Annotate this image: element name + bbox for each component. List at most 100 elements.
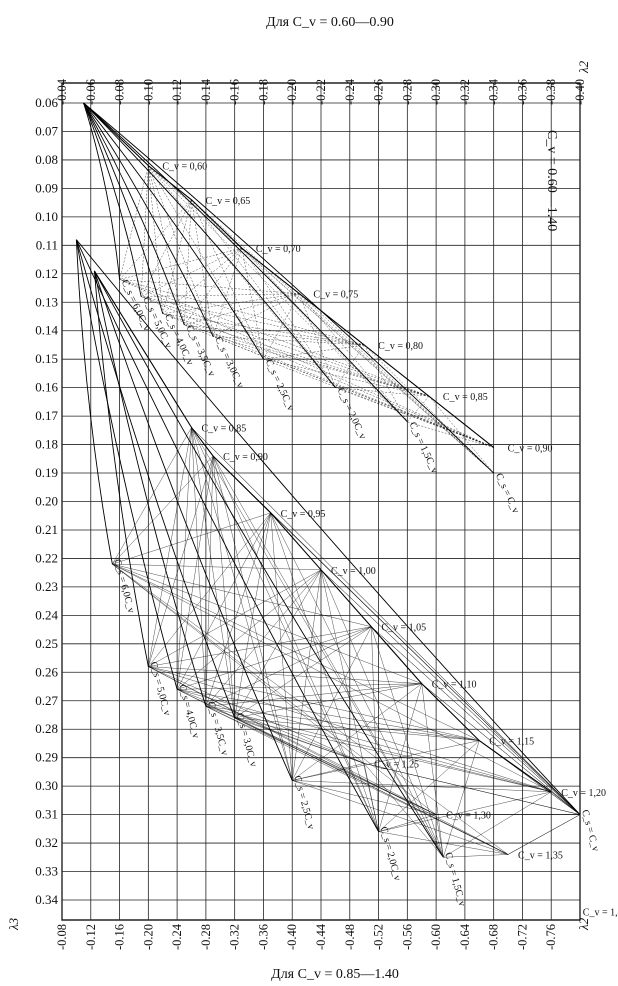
cv-label-upper: C_v = 0,75	[313, 290, 358, 301]
y-tick-label: 0.15	[35, 351, 58, 366]
cv-label-lower: C_v = 1,25	[374, 759, 419, 770]
hatch-line-upper	[148, 165, 264, 360]
top-title: Для C_v = 0.60—0.90	[266, 15, 394, 30]
hatch-line-upper	[212, 248, 243, 337]
hatch-line-lower	[292, 569, 322, 781]
hatch-line-upper	[141, 296, 365, 346]
right-range-label: C_v = 0.60—1.40	[544, 130, 559, 231]
hatch-line-upper	[140, 165, 149, 297]
cs-curve-lower	[75, 239, 379, 832]
hatch-line-lower	[205, 706, 480, 741]
hatch-line-lower	[378, 831, 509, 855]
hatch-line-lower	[443, 791, 552, 858]
hatch-line-lower	[177, 683, 422, 690]
cv-label-upper: C_v = 0,90	[508, 443, 553, 454]
y-tick-label: 0.08	[35, 152, 58, 167]
x-bottom-tick-label: -0.20	[141, 924, 155, 950]
x-top-tick-label: -0.36	[515, 79, 529, 105]
hatch-line-lower	[112, 512, 271, 565]
hatch-line-lower	[212, 455, 379, 832]
hatch-line-upper	[162, 313, 365, 346]
hatch-line-lower	[205, 706, 552, 793]
x-top-tick-label: -0.10	[141, 79, 155, 105]
cs-label-lower: C_s = 5,0C_v	[147, 661, 172, 717]
hatch-line-lower	[364, 763, 581, 815]
x-bottom-tick-label: -0.60	[429, 924, 443, 950]
x-bottom-axis-name: λ2	[576, 917, 591, 931]
cv-curve-upper	[83, 102, 495, 448]
x-bottom-tick-label: -0.40	[285, 924, 299, 950]
hatch-line-lower	[212, 455, 444, 858]
cs-curve-lower	[75, 239, 113, 565]
cs-curve-upper	[83, 102, 142, 297]
hatch-line-lower	[292, 780, 552, 793]
hatch-line-lower	[320, 569, 581, 815]
hatch-line-lower	[320, 569, 379, 832]
hatch-line-lower	[112, 563, 422, 684]
hatch-line-lower	[176, 427, 192, 690]
cs-curve-lower	[93, 270, 149, 667]
hatch-line-lower	[320, 569, 444, 858]
hatch-line-lower	[148, 512, 271, 667]
hatch-line-lower	[205, 706, 509, 855]
hatch-line-lower	[176, 455, 214, 690]
x-bottom-tick-label: -0.48	[343, 924, 357, 950]
hatch-line-lower	[148, 455, 214, 667]
hatch-line-lower	[177, 689, 552, 793]
hatch-line-upper	[148, 165, 336, 388]
hatch-line-lower	[148, 569, 322, 667]
y-tick-label: 0.17	[35, 408, 58, 423]
hatch-line-upper	[141, 296, 429, 397]
cs-label-upper: C_s = C_v	[493, 472, 521, 516]
hatch-line-lower	[112, 455, 214, 565]
hatch-line-upper	[119, 247, 242, 280]
hatch-line-lower	[205, 683, 422, 707]
hatch-line-upper	[364, 344, 494, 474]
hatch-line-lower	[292, 740, 480, 781]
hatch-line-lower	[443, 740, 480, 858]
hatch-line-lower	[435, 814, 444, 858]
bottom-title: Для C_v = 0.85—1.40	[271, 967, 399, 982]
cv-label-lower: C_v = 1,10	[432, 680, 477, 691]
x-top-tick-label: -0.38	[544, 79, 558, 105]
x-top-tick-label: -0.28	[400, 79, 414, 105]
cv-label-lower: C_v = 0,90	[223, 452, 268, 463]
hatch-line-lower	[378, 740, 480, 832]
hatch-line-lower	[270, 512, 581, 815]
hatch-line-upper	[148, 165, 185, 326]
x-bottom-tick-label: -0.68	[487, 924, 501, 950]
hatch-line-lower	[177, 689, 437, 815]
hatch-line-upper	[241, 248, 494, 474]
y-tick-label: 0.06	[35, 95, 58, 110]
hatch-line-lower	[205, 455, 214, 707]
hatch-line-lower	[479, 740, 581, 815]
hatch-line-upper	[407, 421, 494, 448]
hatch-line-lower	[148, 666, 422, 684]
hatch-line-upper	[213, 336, 429, 397]
cv-label-lower: C_v = 1,35	[518, 850, 563, 861]
hatch-line-lower	[507, 814, 581, 855]
hatch-line-lower	[176, 569, 322, 690]
cs-label-upper: C_s = 1,5C_v	[407, 420, 440, 475]
x-top-tick-label: -0.14	[199, 78, 213, 105]
hatch-line-upper	[364, 344, 408, 422]
y-tick-label: 0.07	[35, 123, 58, 138]
cs-label-lower: C_s = 2,5C_v	[291, 774, 316, 830]
hatch-line-lower	[148, 666, 437, 815]
hatch-line-upper	[263, 344, 365, 360]
x-top-tick-label: -0.32	[458, 79, 472, 105]
x-bottom-tick-label: -0.44	[314, 923, 328, 950]
cv-label-lower: C_v = 1,00	[331, 566, 376, 577]
hatch-line-lower	[148, 427, 192, 667]
cs-curve-upper	[83, 102, 164, 314]
hatch-line-lower	[371, 626, 581, 815]
hatching-lines	[112, 165, 581, 858]
hatch-line-upper	[148, 165, 408, 422]
grid-lines	[61, 82, 581, 921]
hatch-line-lower	[378, 814, 437, 832]
x-top-tick-label: -0.20	[285, 79, 299, 105]
x-top-tick-label: -0.04	[55, 78, 69, 105]
hatch-line-lower	[148, 666, 480, 741]
cv-label-upper: C_v = 0,60	[162, 162, 207, 173]
hatch-line-upper	[184, 293, 300, 326]
